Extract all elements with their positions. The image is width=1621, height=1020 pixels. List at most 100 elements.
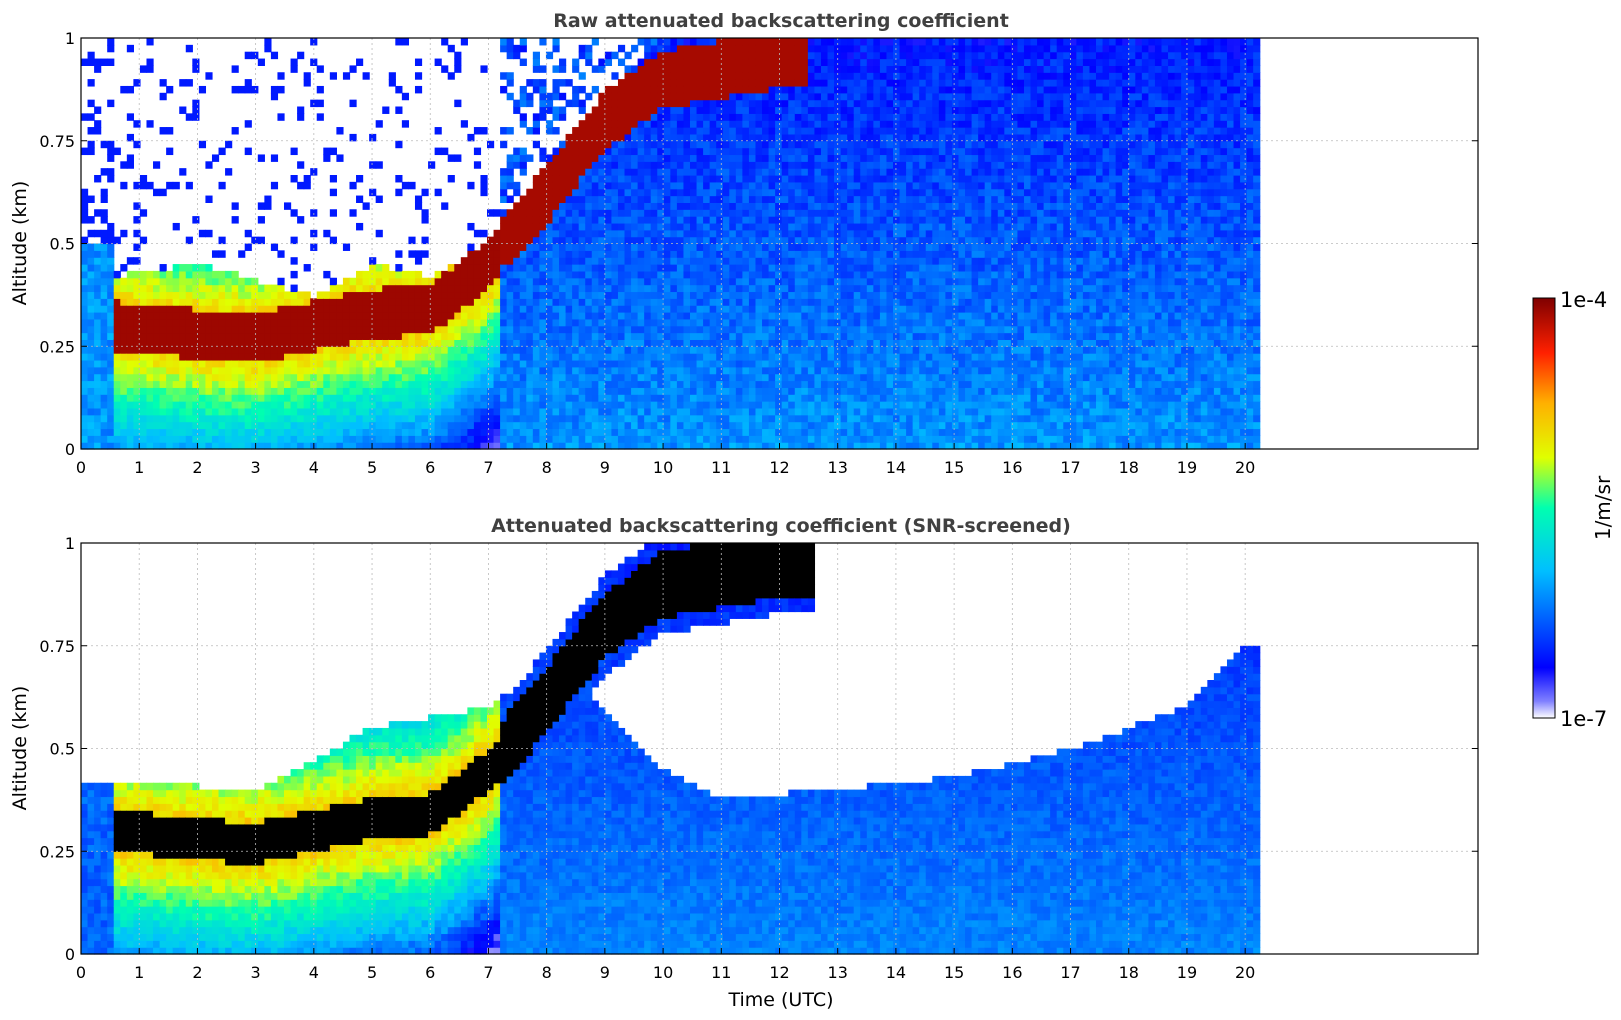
heatmap-cell (663, 312, 671, 320)
heatmap-cell (460, 442, 468, 450)
heatmap-cell (814, 85, 822, 94)
heatmap-cell (565, 270, 573, 279)
heatmap-cell (670, 181, 678, 190)
heatmap-cell (342, 428, 351, 436)
heatmap-cell (742, 140, 750, 149)
heatmap-cell (624, 133, 632, 142)
heatmap-cell (716, 120, 724, 128)
heatmap-cell (153, 387, 161, 395)
heatmap-cell (807, 366, 816, 375)
heatmap-cell (487, 421, 495, 430)
heatmap-cell (447, 373, 455, 382)
heatmap-cell (133, 442, 141, 450)
heatmap-cell (329, 414, 337, 423)
heatmap-cell (369, 188, 377, 197)
heatmap-cell (644, 106, 652, 114)
heatmap-cell (401, 401, 410, 409)
heatmap-cell (742, 113, 750, 121)
heatmap-cell (742, 394, 750, 402)
heatmap-cell (598, 147, 606, 156)
heatmap-cell (585, 161, 593, 169)
heatmap-cell (735, 428, 743, 436)
heatmap-cell (781, 202, 789, 210)
heatmap-cell (500, 380, 508, 388)
heatmap-cell (297, 442, 305, 450)
heatmap-cell (834, 277, 842, 286)
heatmap-cell (107, 154, 115, 162)
heatmap-cell (349, 284, 357, 293)
heatmap-cell (709, 339, 717, 347)
heatmap-cell (696, 72, 704, 80)
heatmap-cell (775, 380, 783, 388)
heatmap-cell (447, 298, 455, 306)
heatmap-cell (290, 366, 298, 375)
heatmap-cell (428, 284, 436, 293)
heatmap-cell (290, 291, 298, 299)
heatmap-cell (559, 421, 567, 430)
heatmap-cell (513, 305, 521, 313)
heatmap-cell (670, 113, 678, 121)
heatmap-cell (735, 147, 743, 156)
heatmap-cell (768, 359, 776, 368)
heatmap-cell (637, 428, 645, 436)
heatmap-cell (336, 373, 344, 382)
heatmap-cell (251, 380, 259, 388)
heatmap-cell (716, 140, 724, 149)
heatmap-cell (696, 359, 704, 368)
heatmap-cell (755, 85, 763, 94)
heatmap-cell (663, 332, 671, 340)
heatmap-cell (722, 72, 730, 80)
heatmap-cell (572, 366, 580, 375)
heatmap-cell (762, 318, 770, 327)
heatmap-cell (814, 366, 822, 375)
heatmap-cell (434, 394, 442, 402)
heatmap-cell (532, 270, 540, 279)
heatmap-cell (801, 250, 809, 258)
heatmap-cell (264, 421, 272, 430)
heatmap-cell (729, 127, 737, 135)
heatmap-cell (781, 442, 789, 450)
heatmap-cell (735, 243, 743, 251)
heatmap-cell (107, 359, 115, 368)
heatmap-cell (375, 325, 383, 334)
heatmap-cell (257, 202, 265, 210)
heatmap-cell (401, 428, 410, 436)
heatmap-cell (513, 243, 521, 251)
heatmap-cell (211, 154, 220, 162)
heatmap-cell (447, 346, 455, 354)
heatmap-cell (703, 229, 711, 238)
heatmap-cell (768, 168, 776, 176)
heatmap-cell (264, 298, 272, 306)
heatmap-cell (598, 359, 606, 368)
heatmap-cell (709, 92, 717, 101)
heatmap-cell (297, 181, 305, 190)
heatmap-cell (565, 140, 573, 149)
heatmap-cell (735, 380, 743, 388)
heatmap-cell (559, 113, 567, 121)
heatmap-cell (814, 127, 822, 135)
heatmap-cell (788, 195, 796, 203)
heatmap-cell (166, 291, 174, 299)
heatmap-cell (650, 353, 658, 361)
heatmap-cell (794, 325, 802, 334)
heatmap-cell (814, 421, 822, 430)
heatmap-cell (827, 99, 835, 108)
heatmap-cell (408, 236, 416, 245)
heatmap-cell (585, 380, 593, 388)
heatmap-cell (834, 332, 842, 340)
heatmap-cell (742, 120, 750, 128)
heatmap-cell (781, 428, 789, 436)
heatmap-cell (690, 202, 698, 210)
heatmap-cell (205, 428, 213, 436)
heatmap-cell (532, 209, 540, 217)
heatmap-cell (342, 442, 351, 450)
heatmap-cell (775, 394, 783, 402)
heatmap-cell (801, 168, 809, 176)
heatmap-cell (696, 106, 704, 114)
heatmap-cell (670, 85, 678, 94)
heatmap-cell (840, 147, 848, 156)
heatmap-cell (87, 366, 95, 375)
heatmap-cell (329, 298, 337, 306)
heatmap-cell (735, 325, 743, 334)
heatmap-cell (198, 277, 207, 286)
